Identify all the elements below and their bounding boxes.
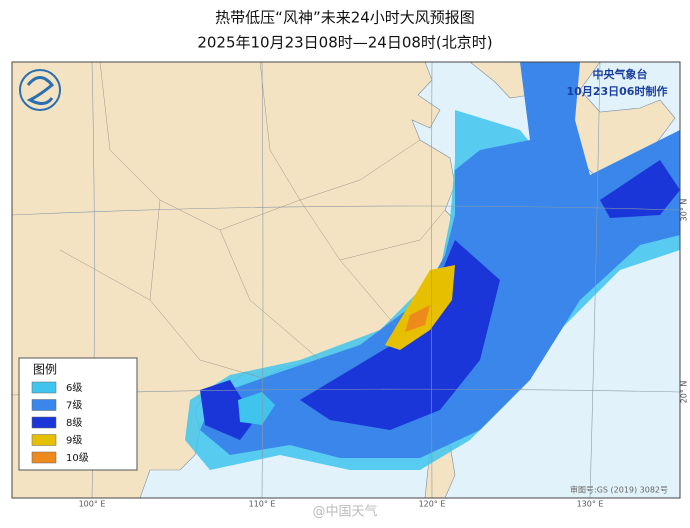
legend-label: 8级 bbox=[66, 417, 82, 429]
axis-labels: 100° E 110° E 120° E 130° E 30° N 20° N bbox=[79, 199, 689, 509]
legend-label: 9级 bbox=[66, 435, 82, 447]
longitude-label: 110° E bbox=[249, 500, 276, 509]
issue-time: 10月23日06时制作 bbox=[567, 84, 668, 98]
latitude-label: 20° N bbox=[680, 381, 689, 404]
province-borders bbox=[59, 62, 446, 379]
subtitle: 2025年10月23日08时—24日08时(北京时) bbox=[197, 34, 492, 52]
legend-title: 图例 bbox=[33, 363, 57, 377]
longitude-label: 100° E bbox=[79, 500, 106, 509]
wind-area bbox=[200, 380, 255, 440]
wind-area bbox=[200, 62, 680, 458]
title: 热带低压“风神”未来24小时大风预报图 bbox=[215, 9, 475, 27]
legend-label: 10级 bbox=[66, 452, 89, 464]
wind-area bbox=[238, 392, 275, 425]
legend-label: 7级 bbox=[66, 400, 82, 412]
latitude-label: 30° N bbox=[680, 199, 689, 222]
legend-swatch bbox=[31, 399, 57, 411]
map-approval: 审图号:GS (2019) 3082号 bbox=[570, 485, 668, 495]
legend: 图例 6级 7级 8级 9级 10级 bbox=[18, 357, 138, 471]
legend-swatch bbox=[31, 451, 57, 464]
wind-area bbox=[405, 305, 430, 332]
wind-area bbox=[600, 160, 680, 218]
legend-swatch bbox=[31, 416, 57, 429]
legend-label: 6级 bbox=[66, 382, 82, 394]
map-frame bbox=[11, 61, 681, 499]
agency: 中央气象台 bbox=[593, 67, 648, 81]
wind-area bbox=[385, 265, 455, 350]
watermark: @中国天气 bbox=[312, 504, 377, 520]
legend-swatch bbox=[31, 381, 57, 394]
longitude-label: 130° E bbox=[577, 500, 604, 509]
logo bbox=[19, 69, 61, 111]
graticule bbox=[12, 62, 680, 498]
legend-swatch bbox=[31, 434, 57, 446]
longitude-label: 120° E bbox=[419, 500, 446, 509]
